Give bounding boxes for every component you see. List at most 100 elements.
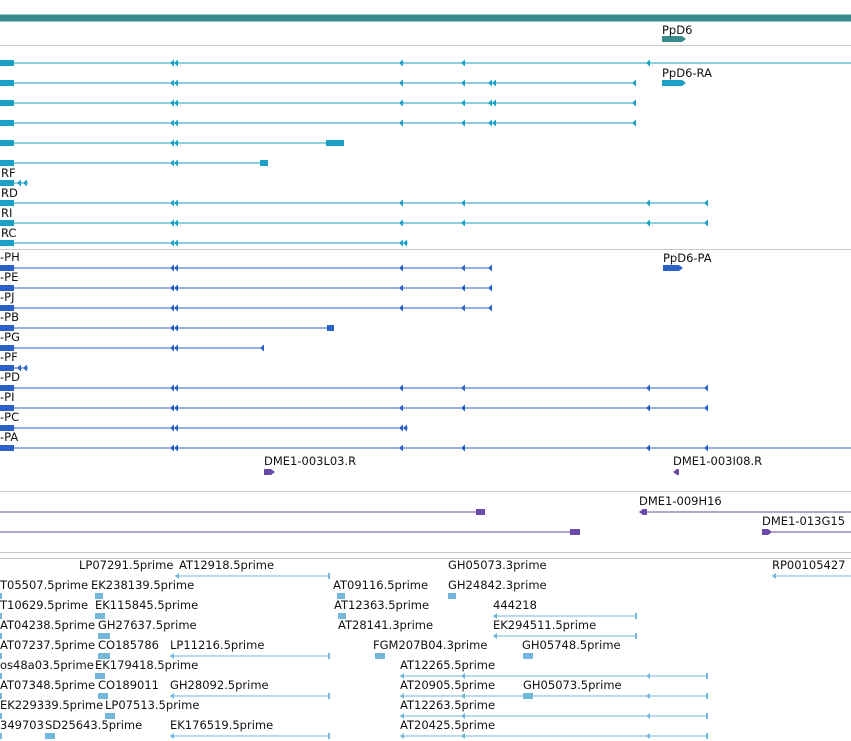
exon-block (476, 509, 485, 515)
est-label[interactable]: AT28141.3prime (338, 618, 434, 632)
protein-label[interactable]: -PB (0, 310, 19, 324)
protein-label[interactable]: -PG (0, 330, 20, 344)
est-label[interactable]: os48a03.5prime (0, 658, 94, 672)
protein-label[interactable]: -PC (0, 410, 20, 424)
est-block (95, 673, 105, 679)
est-label[interactable]: FGM207B04.3prime (373, 638, 488, 652)
est-label[interactable]: EK179418.5prime (95, 658, 199, 672)
exon-block (0, 425, 14, 431)
bac-label[interactable]: DME1-003L03.R (264, 454, 357, 468)
protein-label[interactable]: -PF (0, 350, 18, 364)
est-label[interactable]: GH27637.5prime (98, 618, 197, 632)
est-label[interactable]: AT12918.5prime (179, 558, 275, 572)
strand-arrow (174, 384, 178, 392)
est-label[interactable]: AT12263.5prime (400, 698, 496, 712)
strand-arrow (488, 264, 492, 272)
est-label[interactable]: AT07237.5prime (0, 638, 96, 652)
est-label[interactable]: GH24842.3prime (448, 578, 547, 592)
est-label[interactable]: T10629.5prime (0, 598, 89, 612)
gene-label[interactable]: PpD6 (662, 23, 693, 37)
est-label[interactable]: CO189011 (98, 678, 159, 692)
exon-block (662, 80, 686, 86)
strand-arrow (170, 404, 174, 412)
exon-block (0, 140, 14, 146)
protein-label[interactable]: -PE (0, 270, 19, 284)
est-label[interactable]: AT20425.5prime (400, 718, 496, 732)
exon-block (662, 36, 686, 42)
strand-arrow (492, 99, 496, 107)
strand-arrow (646, 693, 650, 699)
est-label[interactable]: LP07291.5prime (79, 558, 174, 572)
est-label[interactable]: LP07513.5prime (105, 698, 200, 712)
bac-label[interactable]: DME1-009H16 (639, 494, 722, 508)
est-block (448, 593, 456, 599)
strand-arrow (170, 444, 174, 452)
est-block (95, 593, 103, 599)
strand-arrow (170, 119, 174, 127)
protein-label[interactable]: -PD (0, 370, 20, 384)
track-separator (0, 45, 851, 46)
strand-arrow (170, 693, 174, 699)
strand-arrow (461, 79, 465, 87)
strand-arrow (461, 199, 465, 207)
strand-arrow (174, 324, 178, 332)
est-block (706, 673, 708, 679)
est-label[interactable]: GH05073.5prime (523, 678, 622, 692)
transcript-label[interactable]: RD (1, 186, 18, 200)
strand-arrow (399, 59, 403, 67)
strand-arrow (399, 99, 403, 107)
est-label[interactable]: EK238139.5prime (91, 578, 195, 592)
protein-label[interactable]: -PA (0, 430, 19, 444)
est-label[interactable]: EK115845.5prime (95, 598, 199, 612)
est-label[interactable]: SD25643.5prime (45, 718, 143, 732)
est-label[interactable]: CO185786 (98, 638, 159, 652)
est-label[interactable]: GH05748.5prime (522, 638, 621, 652)
est-label[interactable]: GH05073.3prime (448, 558, 547, 572)
protein-label[interactable]: -PH (0, 250, 20, 264)
strand-arrow (461, 673, 465, 679)
est-label[interactable]: RP00105427 (772, 558, 846, 572)
est-label[interactable]: AT04238.5prime (0, 618, 96, 632)
transcript-label[interactable]: RC (1, 226, 17, 240)
transcript-label[interactable]: PpD6-RA (662, 66, 712, 80)
transcript-label[interactable]: RI (1, 206, 13, 220)
est-label[interactable]: AT12265.5prime (400, 658, 496, 672)
est-label[interactable]: EK294511.5prime (493, 618, 597, 632)
est-block (0, 713, 2, 719)
exon-block (0, 285, 14, 291)
transcript-label[interactable]: RF (1, 166, 16, 180)
bac-label[interactable]: DME1-013G15 (762, 514, 846, 528)
strand-arrow (399, 119, 403, 127)
exon-block (0, 180, 14, 186)
est-label[interactable]: GH28092.5prime (170, 678, 269, 692)
est-label[interactable]: EK176519.5prime (170, 718, 274, 732)
strand-arrow (174, 264, 178, 272)
strand-arrow (704, 444, 708, 452)
est-label[interactable]: EK229339.5prime (0, 698, 104, 712)
strand-arrow (704, 404, 708, 412)
strand-arrow (170, 324, 174, 332)
est-label[interactable]: 444218 (493, 598, 537, 612)
strand-arrow (461, 444, 465, 452)
est-label[interactable]: AT20905.5prime (400, 678, 496, 692)
est-label[interactable]: AT12363.5prime (334, 598, 430, 612)
exon-block (260, 160, 268, 166)
exon-block (0, 385, 14, 391)
protein-label[interactable]: -PJ (0, 290, 15, 304)
strand-arrow (170, 264, 174, 272)
bac-label[interactable]: DME1-003I08.R (673, 454, 763, 468)
est-label[interactable]: AT09116.5prime (333, 578, 429, 592)
strand-arrow (174, 219, 178, 227)
est-label[interactable]: AT07348.5prime (0, 678, 96, 692)
est-block (523, 653, 533, 659)
est-label[interactable]: 349703 (0, 718, 44, 732)
strand-arrow (492, 79, 496, 87)
exon-block (0, 240, 14, 246)
est-block (328, 693, 330, 699)
protein-label[interactable]: -PI (0, 390, 15, 404)
est-label[interactable]: LP11216.5prime (170, 638, 265, 652)
strand-arrow (399, 284, 403, 292)
est-label[interactable]: T05507.5prime (0, 578, 89, 592)
exon-block (0, 60, 14, 66)
protein-label[interactable]: PpD6-PA (663, 251, 712, 265)
